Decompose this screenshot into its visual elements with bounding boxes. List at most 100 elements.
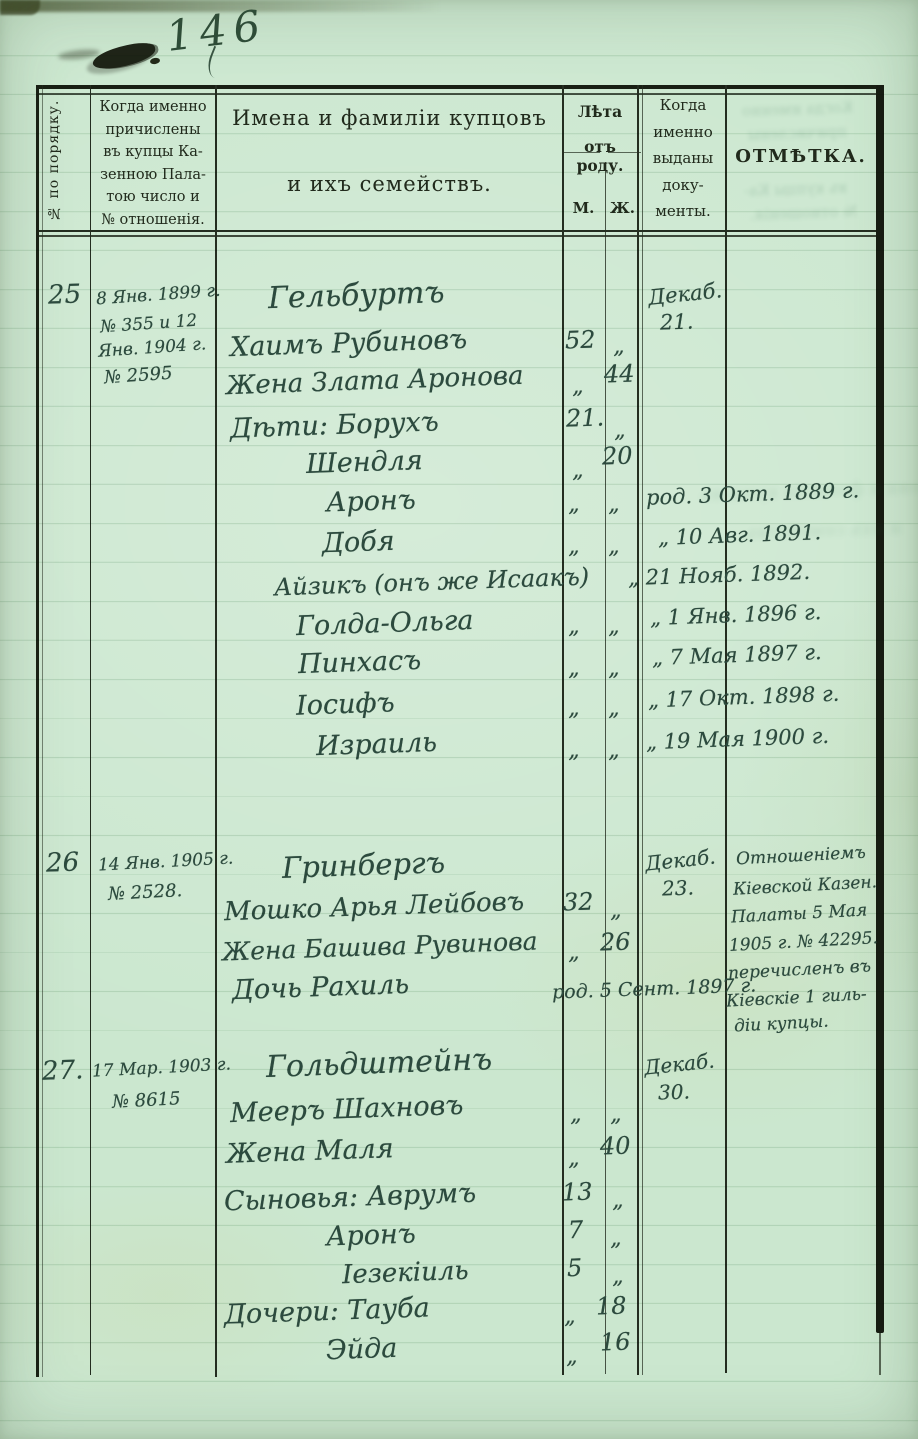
age-m: „ <box>567 655 580 682</box>
age-f: „ <box>609 1225 622 1252</box>
header-order-column: № по порядку. <box>46 99 62 221</box>
age-m: „ <box>571 373 584 400</box>
age-m: „ <box>567 533 580 560</box>
header-note-column: ОТМѢТКА. <box>735 146 867 167</box>
show-through-text: причислены <box>747 122 847 144</box>
age-f: „ <box>609 1101 622 1128</box>
age-f: „ <box>611 1187 624 1214</box>
entry-surname: Гринбергъ <box>281 845 446 885</box>
entry-enrolled-line: Янв. 1904 г. <box>97 334 207 362</box>
entry-enrolled-line: 8 Янв. 1899 г. <box>95 280 222 310</box>
entry-surname: Гельбуртъ <box>267 274 445 317</box>
age-f: „ <box>607 737 620 764</box>
show-through-text: № отношенія. <box>749 202 858 224</box>
member-name: Дѣти: Борухъ <box>229 406 440 445</box>
entry-number: 26 <box>45 847 80 879</box>
doc-issued-month: Декаб. <box>643 844 717 876</box>
entry-enrolled-line: № 355 и 12 <box>99 310 198 338</box>
doc-issued-day: 21. <box>659 309 694 335</box>
header-age-column: Лѣта отъ роду. <box>576 102 624 175</box>
age-f: „ <box>607 695 620 722</box>
note-line: Палаты 5 Мая <box>730 900 868 928</box>
entry-number: 25 <box>47 279 82 311</box>
birth-date: „ 10 Авг. 1891. <box>657 520 822 550</box>
doc-issued-month: Декаб. <box>646 278 724 310</box>
age-m: „ <box>567 1145 580 1172</box>
member-name: Жена Маля <box>225 1133 395 1170</box>
member-name: Израиль <box>315 726 438 763</box>
member-name: Дочери: Тауба <box>223 1292 431 1331</box>
ink-blot <box>90 39 158 73</box>
age-f: „ <box>612 333 625 360</box>
member-name: Жена Башива Рувинова <box>221 926 539 967</box>
age-f: 20 <box>601 441 634 471</box>
entry-enrolled-line: № 8615 <box>111 1088 182 1113</box>
age-m: „ <box>569 1101 582 1128</box>
age-f: „ <box>613 417 626 444</box>
age-f: „ <box>607 491 620 518</box>
member-name: Шендля <box>305 444 424 481</box>
header-age-female: Ж. <box>610 199 635 217</box>
entry-number: 27. <box>41 1055 84 1087</box>
age-m: „ <box>567 737 580 764</box>
age-f: 26 <box>599 927 632 957</box>
age-f: „ <box>611 1263 624 1290</box>
member-name: Добя <box>321 525 396 560</box>
age-f: „ <box>607 533 620 560</box>
member-name: Іосифъ <box>295 687 396 722</box>
member-name: Жена Злата Аронова <box>225 360 525 402</box>
age-m: „ <box>567 695 580 722</box>
age-m: „ <box>563 1303 576 1330</box>
age-m: „ <box>567 613 580 640</box>
member-name: Хаимъ Рубиновъ <box>229 323 468 364</box>
member-name: Сыновья: Аврумъ <box>223 1177 477 1218</box>
member-name: Іезекіиль <box>341 1255 470 1291</box>
age-m: 5 <box>566 1253 583 1283</box>
age-f: 18 <box>595 1291 628 1321</box>
member-name: Мошко Арья Лейбовъ <box>223 886 525 928</box>
note-line: Кіевской Казен. <box>732 872 878 900</box>
age-f: 16 <box>599 1327 632 1357</box>
member-name: Аронъ <box>325 484 417 519</box>
show-through-text: въ купцы Ка- <box>743 178 848 200</box>
birth-date: „ 1 Янв. 1896 г. <box>649 600 822 630</box>
age-m: 52 <box>564 325 597 355</box>
member-name: Аронъ <box>325 1218 417 1253</box>
entry-enrolled-line: № 2595 <box>103 362 174 389</box>
member-name: Дочь Рахиль <box>231 968 410 1007</box>
member-name: Эйда <box>325 1332 398 1367</box>
birth-date: „ 21 Нояб. 1892. <box>627 559 811 591</box>
age-f: „ <box>607 613 620 640</box>
doc-issued-day: 23. <box>661 875 695 901</box>
entry-enrolled-line: 14 Янв. 1905 г. <box>97 848 234 876</box>
note-line: діи купцы. <box>733 1011 830 1037</box>
entry-enrolled-line: № 2528. <box>107 880 183 905</box>
member-name: Пинхасъ <box>297 644 422 681</box>
age-m: 21. <box>565 403 605 433</box>
header-docs-column: Когда именно выданы доку- менты. <box>652 96 714 220</box>
birth-date: род. 3 Окт. 1889 г. <box>645 478 860 510</box>
doc-issued-month: Декаб. <box>642 1048 716 1080</box>
page-corner-shadow <box>0 0 40 15</box>
header-enrolled-column: Когда именно причислены въ купцы Ка- зен… <box>99 99 207 228</box>
member-name: Мееръ Шахновъ <box>229 1089 464 1130</box>
note-line: 1905 г. № 42295. <box>728 928 879 956</box>
entry-enrolled-line: 17 Мар. 1903 г. <box>91 1054 232 1082</box>
age-f: 40 <box>599 1131 632 1161</box>
age-m: „ <box>565 1343 578 1370</box>
ink-blot-dot <box>149 57 161 65</box>
header-age-male: М. <box>572 199 595 217</box>
note-line: Отношеніемъ <box>735 842 867 870</box>
entry-surname: Гольдштейнъ <box>265 1042 493 1085</box>
age-m: „ <box>567 491 580 518</box>
member-name: Голда-Ольга <box>295 604 474 643</box>
age-f: „ <box>607 655 620 682</box>
age-f: 44 <box>603 359 636 389</box>
member-name: Айзикъ (онъ же Исаакъ) <box>273 562 590 602</box>
header-names-column: Имена и фамиліи купцовъ и ихъ семействъ. <box>232 106 547 196</box>
doc-issued-day: 30. <box>657 1079 691 1105</box>
show-through-text: Когда именно <box>741 98 854 120</box>
age-m: 7 <box>567 1215 584 1245</box>
birth-date: „ 19 Мая 1900 г. <box>645 723 830 755</box>
